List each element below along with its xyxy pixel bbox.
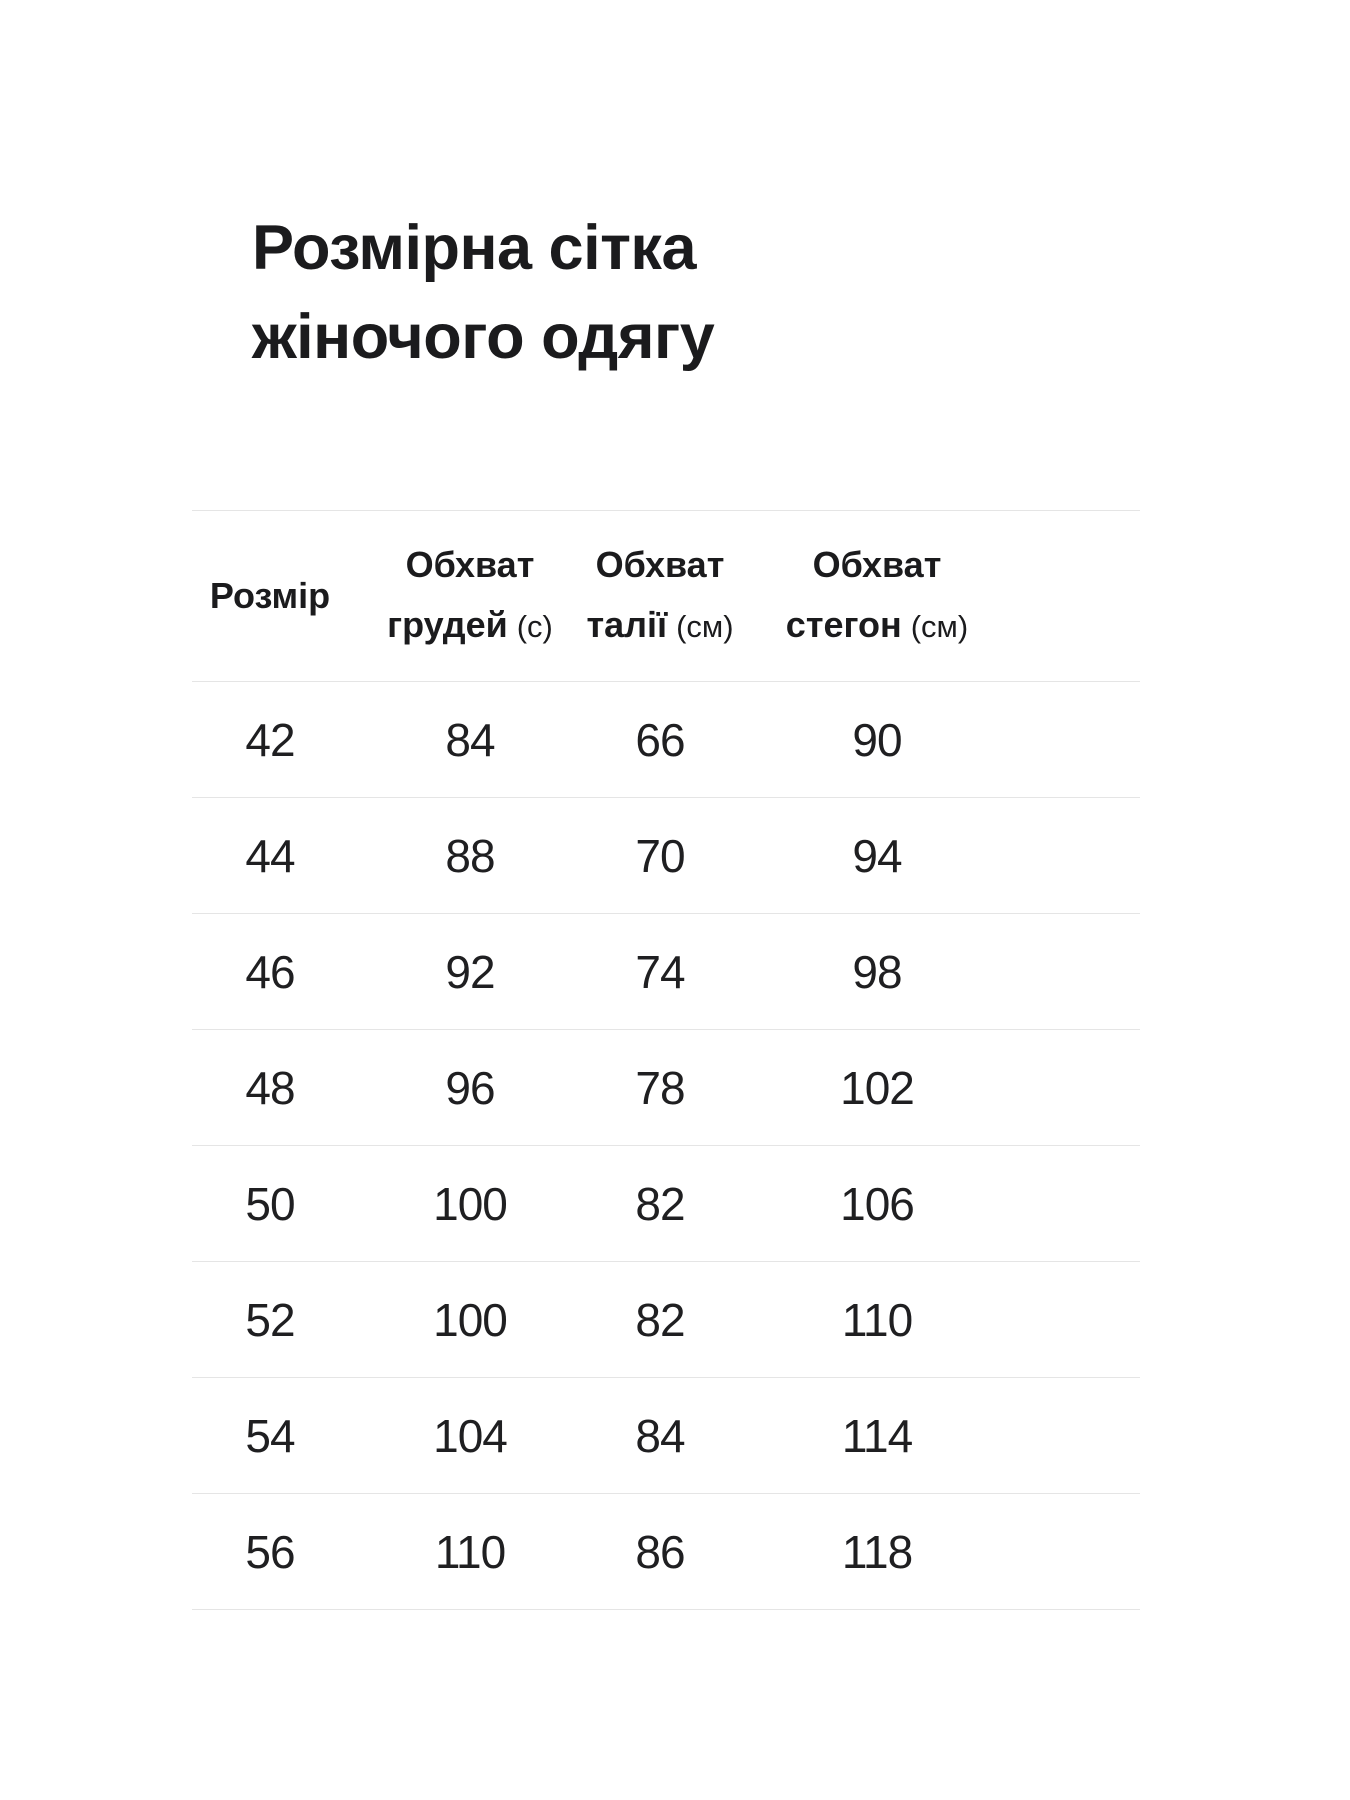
cell-waist: 86: [635, 1525, 685, 1578]
column-header-hips: Обхват стегон (см): [728, 535, 1026, 657]
column-header-waist-word: талії: [586, 604, 668, 645]
cell-chest: 88: [445, 829, 495, 882]
cell-chest: 110: [434, 1525, 506, 1578]
table-row: 54 104 84 114: [192, 1378, 1140, 1494]
column-header-size-label: Розмір: [209, 575, 331, 616]
column-header-waist-unit: (см): [676, 609, 734, 644]
table-row: 48 96 78 102: [192, 1030, 1140, 1146]
table-row: 42 84 66 90: [192, 682, 1140, 798]
cell-chest: 84: [445, 713, 495, 766]
cell-hips: 118: [841, 1525, 913, 1578]
cell-waist: 74: [635, 945, 685, 998]
column-header-chest-line1: Обхват: [405, 544, 535, 585]
column-header-hips-line2: стегон (см): [786, 595, 968, 657]
cell-chest: 92: [445, 945, 495, 998]
cell-waist: 84: [635, 1409, 685, 1462]
column-header-size: Розмір: [192, 566, 348, 626]
column-header-chest: Обхват грудей (с): [348, 535, 592, 657]
cell-chest: 100: [433, 1293, 508, 1346]
cell-waist: 66: [635, 713, 685, 766]
column-header-hips-word: стегон: [785, 604, 902, 645]
table-row: 50 100 82 106: [192, 1146, 1140, 1262]
cell-hips: 94: [852, 829, 902, 882]
column-header-waist-line1: Обхват: [595, 544, 725, 585]
table-row: 46 92 74 98: [192, 914, 1140, 1030]
cell-chest: 100: [433, 1177, 508, 1230]
cell-waist: 82: [635, 1177, 685, 1230]
cell-hips: 102: [840, 1061, 915, 1114]
table-row: 56 110 86 118: [192, 1494, 1140, 1610]
column-header-chest-unit: (с): [516, 609, 553, 644]
cell-size: 46: [245, 945, 295, 998]
cell-size: 52: [245, 1293, 295, 1346]
column-header-hips-line1: Обхват: [812, 544, 942, 585]
cell-waist: 70: [635, 829, 685, 882]
cell-waist: 78: [635, 1061, 685, 1114]
size-table: Розмір Обхват грудей (с) Обхват талії (с…: [192, 510, 1140, 1610]
cell-size: 50: [245, 1177, 295, 1230]
cell-waist: 82: [635, 1293, 685, 1346]
column-header-waist-line2: талії (см): [586, 595, 733, 657]
column-header-hips-unit: (см): [910, 609, 969, 644]
page-title: Розмірна сітка жіночого одягу: [252, 204, 715, 382]
page-title-line-2: жіночого одягу: [252, 302, 715, 372]
cell-hips: 98: [852, 945, 902, 998]
cell-chest: 96: [445, 1061, 495, 1114]
cell-size: 56: [245, 1525, 295, 1578]
cell-hips: 110: [841, 1293, 913, 1346]
column-header-chest-word: грудей: [387, 604, 508, 645]
cell-size: 44: [245, 829, 295, 882]
cell-size: 48: [245, 1061, 295, 1114]
cell-hips: 114: [841, 1409, 913, 1462]
table-row: 52 100 82 110: [192, 1262, 1140, 1378]
cell-size: 54: [245, 1409, 295, 1462]
column-header-chest-line2: грудей (с): [387, 595, 553, 657]
cell-hips: 106: [840, 1177, 915, 1230]
table-row: 44 88 70 94: [192, 798, 1140, 914]
cell-chest: 104: [433, 1409, 508, 1462]
size-table-header-row: Розмір Обхват грудей (с) Обхват талії (с…: [192, 510, 1140, 682]
page-title-line-1: Розмірна сітка: [252, 213, 697, 283]
column-header-waist: Обхват талії (см): [586, 535, 733, 657]
cell-hips: 90: [852, 713, 902, 766]
cell-size: 42: [245, 713, 295, 766]
